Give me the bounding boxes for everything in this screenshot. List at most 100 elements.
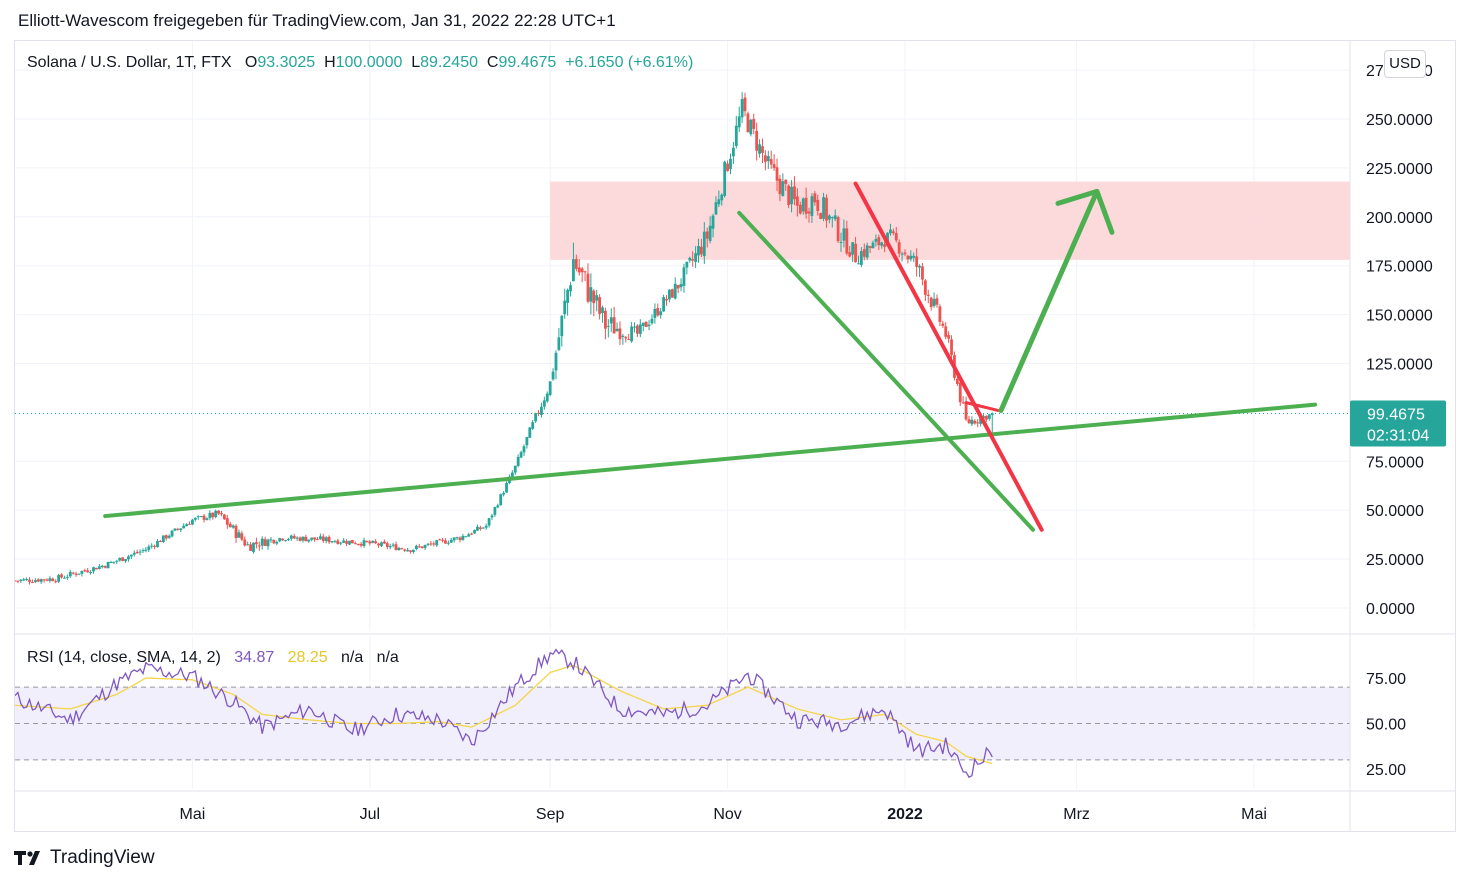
candle-body — [304, 536, 308, 542]
candle-body — [636, 325, 639, 334]
candle-body — [795, 196, 799, 206]
candle-body — [467, 534, 471, 537]
close-label: C — [486, 54, 499, 71]
rsi-legend: RSI (14, close, SMA, 14, 2) 34.87 28.25 … — [27, 649, 399, 667]
candle-body — [234, 525, 238, 538]
candle-body — [711, 215, 715, 229]
rsi-title[interactable]: RSI (14, close, SMA, 14, 2) — [27, 649, 221, 666]
candle-body — [36, 579, 40, 582]
candle-body — [214, 510, 218, 517]
candle-body — [827, 215, 831, 220]
candle-body — [915, 256, 919, 267]
candle-body — [118, 558, 122, 561]
candle-body — [359, 543, 363, 546]
candle-body — [700, 246, 703, 255]
candle-body — [33, 580, 37, 583]
trend-drawings — [103, 181, 1318, 532]
candle-body — [266, 539, 270, 547]
candle-body — [761, 146, 764, 153]
candle-body — [909, 255, 913, 260]
candle-body — [225, 518, 229, 525]
candle-body — [394, 544, 398, 551]
change-value: +6.1650 (+6.61%) — [565, 54, 694, 71]
y-tick-label: 150.0000 — [1366, 308, 1433, 325]
candle-body — [144, 549, 148, 551]
candle-body — [679, 284, 683, 288]
candle-body — [746, 113, 750, 133]
candle-body — [598, 297, 602, 314]
candle-body — [313, 537, 316, 540]
candle-body — [353, 543, 357, 545]
symbol-title[interactable]: Solana / U.S. Dollar, 1T, FTX — [27, 54, 232, 71]
candle-body — [633, 326, 636, 328]
y-tick-label: 250.0000 — [1366, 112, 1433, 129]
candle-body — [554, 352, 558, 371]
candle-body — [164, 535, 168, 539]
candle-body — [377, 543, 380, 546]
candle-body — [551, 371, 555, 380]
candle-body — [825, 197, 828, 221]
candle-body — [513, 465, 517, 473]
rsi-sma-line — [15, 664, 993, 765]
candle-body — [220, 513, 223, 515]
candle-body — [112, 561, 116, 563]
candle-body — [740, 99, 744, 118]
currency-button[interactable]: USD — [1384, 50, 1426, 78]
candle-body — [891, 231, 895, 234]
candle-body — [490, 515, 494, 518]
x-tick-label: Mai — [1241, 806, 1267, 823]
candle-body — [388, 546, 392, 548]
candle-body — [324, 537, 328, 542]
candle-body — [147, 546, 151, 550]
candle-body — [833, 215, 837, 220]
candle-body — [775, 167, 779, 181]
candle-body — [650, 318, 654, 324]
candle-body — [115, 560, 119, 562]
candle-body — [569, 285, 572, 292]
candle-body — [150, 545, 154, 547]
price-badge-value: 99.4675 — [1367, 406, 1425, 423]
candle-body — [868, 246, 872, 248]
candle-body — [121, 557, 125, 561]
candle-body — [202, 515, 206, 520]
candle-body — [755, 130, 759, 151]
candle-body — [95, 567, 98, 570]
candle-body — [295, 537, 299, 539]
candle-body — [289, 535, 293, 539]
candle-body — [842, 228, 846, 241]
price-badge-countdown: 02:31:04 — [1367, 427, 1429, 444]
candle-body — [807, 211, 811, 214]
candle-body — [781, 181, 785, 197]
candle-body — [967, 419, 971, 423]
candle-body — [583, 271, 587, 273]
candle-body — [22, 579, 26, 581]
candle-body — [990, 413, 994, 416]
candle-body — [947, 335, 951, 339]
candle-body — [365, 540, 369, 542]
candle-body — [348, 540, 351, 545]
candle-body — [731, 147, 735, 157]
candle-body — [97, 566, 101, 569]
candle-body — [889, 229, 892, 234]
candle-body — [970, 419, 974, 425]
candle-body — [368, 541, 372, 544]
candle-body — [726, 163, 729, 172]
candle-body — [848, 252, 852, 257]
candle-body — [839, 241, 843, 243]
candle-body — [318, 536, 322, 540]
candle-body — [217, 510, 220, 514]
candle-body — [859, 251, 863, 265]
high-label: H — [324, 54, 336, 71]
candle-body — [729, 158, 732, 170]
candle-body — [836, 217, 840, 242]
candle-body — [333, 541, 337, 543]
candle-body — [708, 225, 712, 241]
low-label: L — [411, 54, 421, 71]
candle-body — [68, 571, 72, 577]
candle-body — [403, 549, 407, 551]
red-small-line — [964, 401, 1000, 412]
candle-body — [612, 317, 616, 334]
footer-brand: TradingView — [50, 847, 155, 868]
candle-body — [127, 556, 130, 560]
